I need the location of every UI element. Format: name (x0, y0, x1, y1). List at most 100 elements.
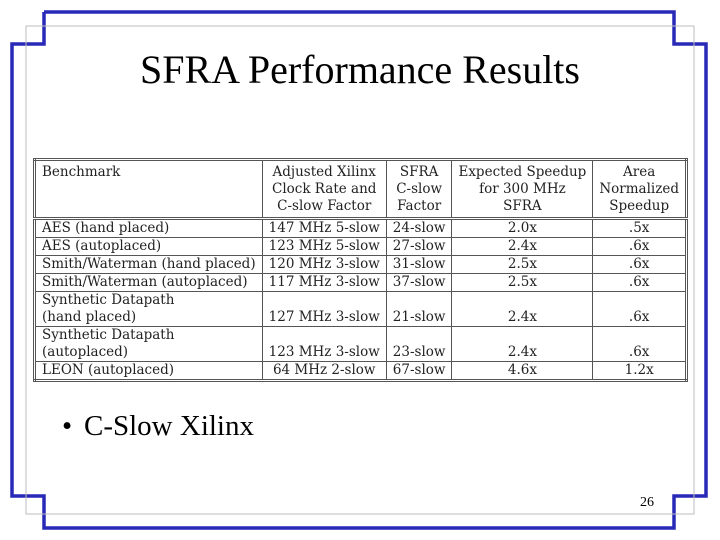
cell-line: 147 MHz 5-slow (268, 220, 380, 236)
cell-line: Synthetic Datapath (42, 327, 175, 343)
cell-clock-rate: 120 MHz 3-slow (261, 255, 387, 274)
cell-line: 2.4x (507, 344, 537, 360)
cell-line: Smith/Waterman (hand placed) (42, 256, 256, 272)
cell-line: 120 MHz 3-slow (268, 256, 380, 272)
cell-line: 2.5x (507, 274, 537, 290)
cell-line: 64 MHz 2-slow (272, 362, 376, 378)
cell-line: Adjusted Xilinx (272, 164, 376, 180)
cell-line: Factor (397, 198, 442, 214)
cell-line: SFRA (503, 198, 542, 214)
cell-sfra-factor: 23-slow (385, 326, 453, 362)
table-row: Synthetic Datapath (hand placed) 127 MHz 3… (34, 291, 687, 327)
cell-expected-speedup: 2.4x (451, 237, 594, 256)
cell-area-speedup: .6x (592, 255, 687, 274)
cell-expected-speedup: 2.4x (451, 326, 594, 362)
page-number: 26 (640, 495, 654, 510)
table-header-row: Benchmark Adjusted Xilinx Clock Rate and C-… (34, 159, 687, 220)
cell-line: 2.4x (507, 309, 537, 325)
cell-area-speedup: .6x (592, 237, 687, 256)
cell-line: 123 MHz 5-slow (268, 238, 380, 254)
cell-benchmark: LEON (autoplaced) (34, 361, 263, 381)
cell-line: LEON (autoplaced) (42, 362, 175, 378)
cell-expected-speedup: 2.0x (451, 218, 594, 238)
cell-area-speedup: .6x (592, 326, 687, 362)
cell-line: 127 MHz 3-slow (268, 309, 380, 325)
cell-line: SFRA (399, 164, 439, 180)
cell-benchmark: Synthetic Datapath (hand placed) (34, 291, 263, 327)
table-row: Synthetic Datapath (autoplaced) 123 MHz 3-… (34, 326, 687, 362)
cell-expected-speedup: 2.5x (451, 273, 594, 292)
table-row: AES (hand placed) 147 MHz 5-slow 24-slow 2.… (34, 218, 687, 238)
cell-benchmark: AES (autoplaced) (34, 237, 263, 256)
cell-expected-speedup: 2.5x (451, 255, 594, 274)
cell-line: 2.5x (507, 256, 537, 272)
cell-line: for 300 MHz (479, 181, 566, 197)
cell-line: Area (623, 164, 656, 180)
cell-sfra-factor: 31-slow (385, 255, 453, 274)
cell-line: 67-slow (392, 362, 446, 378)
cell-line: Clock Rate and (272, 181, 377, 197)
slide-title: SFRA Performance Results (140, 47, 580, 92)
cell-sfra-factor: 67-slow (385, 361, 453, 381)
results-table: Benchmark Adjusted Xilinx Clock Rate and C-… (33, 158, 688, 382)
cell-line: .5x (628, 220, 650, 236)
cell-line: 31-slow (392, 256, 446, 272)
cell-line: 2.0x (507, 220, 537, 236)
cell-line: 21-slow (392, 309, 446, 325)
cell-line: 1.2x (624, 362, 654, 378)
cell-area-speedup: .6x (592, 273, 687, 292)
cell-line: .6x (628, 256, 650, 272)
cell-line: Benchmark (42, 164, 121, 180)
cell-clock-rate: 127 MHz 3-slow (261, 291, 387, 327)
cell-benchmark: Smith/Waterman (autoplaced) (34, 273, 263, 292)
cell-line: .6x (628, 274, 650, 290)
cell-line: Speedup (609, 198, 670, 214)
table-row: Smith/Waterman (hand placed) 120 MHz 3-sl… (34, 255, 687, 274)
cell-line: 24-slow (392, 220, 446, 236)
cell-area-speedup: .5x (592, 218, 687, 238)
table-row: AES (autoplaced) 123 MHz 5-slow 27-slow 2.4… (34, 237, 687, 256)
bullet-text: C-Slow Xilinx (84, 410, 254, 442)
cell-line: Expected Speedup (458, 164, 587, 180)
cell-line: Normalized (599, 181, 679, 197)
header-area-speedup: Area Normalized Speedup (592, 159, 687, 220)
header-benchmark: Benchmark (34, 159, 263, 220)
cell-benchmark: Smith/Waterman (hand placed) (34, 255, 263, 274)
cell-sfra-factor: 21-slow (385, 291, 453, 327)
table-row: Smith/Waterman (autoplaced) 117 MHz 3-slo… (34, 273, 687, 292)
cell-area-speedup: .6x (592, 291, 687, 327)
cell-sfra-factor: 37-slow (385, 273, 453, 292)
results-table-container: Benchmark Adjusted Xilinx Clock Rate and C-… (33, 158, 688, 382)
cell-sfra-factor: 27-slow (385, 237, 453, 256)
cell-sfra-factor: 24-slow (385, 218, 453, 238)
table-row: LEON (autoplaced) 64 MHz 2-slow 67-slow 4.6… (34, 361, 687, 381)
cell-line: 4.6x (507, 362, 537, 378)
header-expected-speedup: Expected Speedup for 300 MHz SFRA (451, 159, 594, 220)
cell-line: 37-slow (392, 274, 446, 290)
cell-line: .6x (628, 309, 650, 325)
cell-clock-rate: 123 MHz 5-slow (261, 237, 387, 256)
cell-line: .6x (628, 344, 650, 360)
cell-clock-rate: 147 MHz 5-slow (261, 218, 387, 238)
bullet-dot: • (62, 410, 73, 442)
cell-clock-rate: 64 MHz 2-slow (261, 361, 387, 381)
cell-clock-rate: 117 MHz 3-slow (261, 273, 387, 292)
cell-line: Smith/Waterman (autoplaced) (42, 274, 248, 290)
header-clock-rate: Adjusted Xilinx Clock Rate and C-slow Fact… (261, 159, 387, 220)
cell-line: 2.4x (507, 238, 537, 254)
cell-line: Synthetic Datapath (42, 292, 175, 308)
cell-line: (autoplaced) (42, 344, 129, 360)
cell-line: 23-slow (392, 344, 446, 360)
bullet-item: • C-Slow Xilinx (62, 410, 254, 443)
cell-clock-rate: 123 MHz 3-slow (261, 326, 387, 362)
cell-line: C-slow Factor (277, 198, 372, 214)
cell-line: 27-slow (392, 238, 446, 254)
cell-benchmark: AES (hand placed) (34, 218, 263, 238)
cell-line: (hand placed) (42, 309, 137, 325)
cell-line: .6x (628, 238, 650, 254)
cell-line: 123 MHz 3-slow (268, 344, 380, 360)
cell-line: 117 MHz 3-slow (268, 274, 380, 290)
cell-expected-speedup: 4.6x (451, 361, 594, 381)
cell-expected-speedup: 2.4x (451, 291, 594, 327)
